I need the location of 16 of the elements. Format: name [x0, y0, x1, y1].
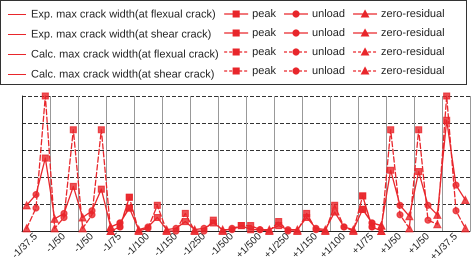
- legend-label: peak: [252, 46, 277, 58]
- legend-label: unload: [312, 46, 346, 58]
- legend-label: zero-residual: [381, 8, 445, 20]
- legend-label: unload: [312, 27, 346, 39]
- legend-label: zero-residual: [381, 46, 445, 58]
- legend-label: unload: [312, 8, 346, 20]
- legend-label: Exp. max crack width(at flexual crack): [31, 8, 216, 20]
- legend-label: zero-residual: [381, 27, 445, 39]
- legend-label: unload: [312, 65, 346, 77]
- legend-label: peak: [252, 8, 277, 20]
- legend-label: Calc. max crack width(at shear crack): [31, 68, 214, 80]
- legend-label: Calc. max crack width(at flexual crack): [31, 48, 219, 60]
- legend-label: peak: [252, 27, 277, 39]
- legend-label: zero-residual: [381, 65, 445, 77]
- legend-label: peak: [252, 65, 277, 77]
- legend-label: Exp. max crack width(at shear crack): [31, 28, 212, 40]
